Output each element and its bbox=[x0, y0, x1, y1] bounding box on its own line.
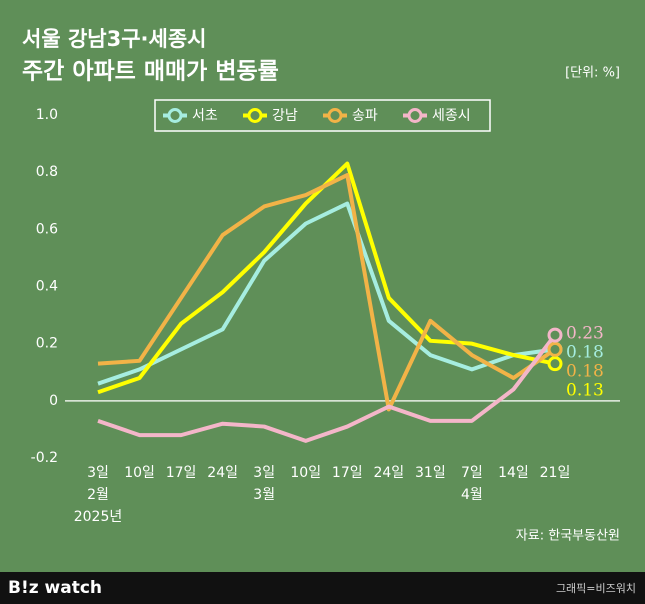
x-tick-label: 3월 bbox=[253, 487, 275, 503]
data-label: 0.23 bbox=[566, 324, 604, 344]
x-tick-label: 7일 bbox=[461, 465, 483, 481]
legend-marker bbox=[407, 108, 423, 123]
x-tick-label: 3일 bbox=[253, 465, 275, 481]
legend-label: 강남 bbox=[272, 108, 298, 124]
series-line bbox=[97, 201, 556, 386]
y-tick-label: 0.2 bbox=[36, 336, 58, 352]
y-tick-label: 0.4 bbox=[36, 279, 58, 295]
y-tick-label: 0 bbox=[49, 393, 58, 409]
footer-bar bbox=[0, 572, 645, 604]
credit: 그래픽=비즈워치 bbox=[556, 582, 636, 595]
legend-label: 송파 bbox=[352, 108, 378, 124]
series-line bbox=[97, 173, 557, 412]
x-tick-label: 14일 bbox=[498, 465, 529, 481]
data-label: 0.18 bbox=[566, 343, 604, 363]
end-marker bbox=[547, 356, 563, 372]
end-marker bbox=[547, 327, 563, 343]
legend-marker bbox=[247, 108, 263, 123]
x-tick-label: 24일 bbox=[373, 465, 404, 481]
legend-box bbox=[154, 99, 491, 132]
y-tick-label: 0.6 bbox=[36, 221, 58, 237]
logo: B!z watch bbox=[8, 578, 102, 598]
x-tick-label: 2월 bbox=[87, 487, 109, 503]
y-tick-label: 0.8 bbox=[36, 164, 58, 180]
x-tick-label: 21일 bbox=[540, 465, 571, 481]
x-tick-label: 3일 bbox=[87, 465, 109, 481]
legend-label: 세종시 bbox=[432, 108, 471, 124]
x-tick-label: 31일 bbox=[415, 465, 446, 481]
y-tick-label: -0.2 bbox=[31, 450, 58, 466]
data-label: 0.13 bbox=[566, 381, 604, 401]
unit-label: [단위: %] bbox=[565, 66, 620, 81]
x-tick-label: 2025년 bbox=[74, 509, 123, 525]
source: 자료: 한국부동산원 bbox=[516, 529, 620, 544]
x-tick-label: 17일 bbox=[332, 465, 363, 481]
end-marker bbox=[547, 341, 563, 357]
series-line bbox=[97, 333, 557, 443]
legend-marker bbox=[327, 108, 343, 123]
data-label: 0.18 bbox=[566, 362, 604, 382]
x-tick-label: 10일 bbox=[124, 465, 155, 481]
x-tick-label: 4월 bbox=[461, 487, 483, 503]
chart-subtitle: 주간 아파트 매매가 변동률 bbox=[22, 59, 279, 85]
x-tick-label: 10일 bbox=[290, 465, 321, 481]
y-tick-label: 1.0 bbox=[36, 107, 58, 123]
legend-label: 서초 bbox=[192, 108, 218, 124]
legend-marker bbox=[167, 108, 183, 123]
x-tick-label: 17일 bbox=[166, 465, 197, 481]
x-tick-label: 24일 bbox=[207, 465, 238, 481]
chart-title: 서울 강남3구·세종시 bbox=[22, 27, 206, 51]
